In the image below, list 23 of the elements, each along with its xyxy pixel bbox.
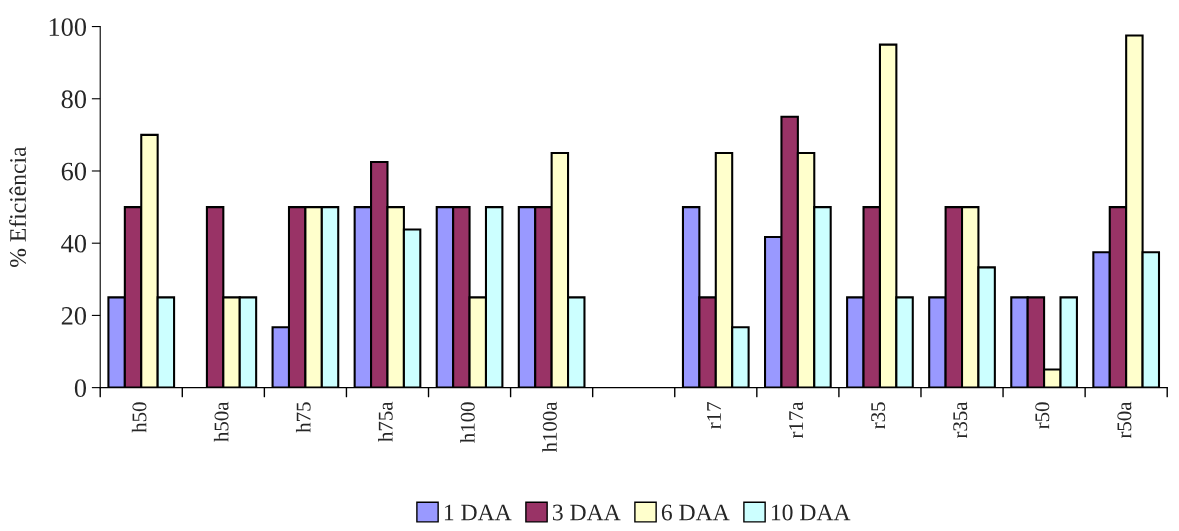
x-tick-label: h50: [131, 402, 147, 433]
legend-label: 1 DAA: [444, 504, 512, 521]
x-tick-label: h100a: [542, 401, 557, 453]
x-tick-label: r35a: [953, 401, 968, 439]
x-tick-label: h75a: [378, 401, 393, 442]
x-tick-label: r17: [707, 402, 721, 429]
y-tick-label: 80: [61, 90, 87, 109]
legend-label: 6 DAA: [661, 504, 730, 521]
y-tick-label: 100: [49, 18, 87, 36]
y-axis-title: % Eficiência: [9, 146, 27, 267]
x-tick-label: h50a: [213, 401, 229, 442]
y-tick-label: 60: [61, 162, 87, 181]
x-tick-label: r17a: [789, 401, 804, 439]
x-tick-label: r50: [1035, 402, 1050, 429]
y-tick-label: 40: [61, 234, 87, 253]
y-tick-label: 0: [74, 379, 87, 398]
x-tick-label: r50a: [1117, 401, 1132, 439]
legend-label: 10 DAA: [771, 504, 851, 521]
y-tick-label: 20: [61, 307, 87, 325]
x-tick-label: h75: [295, 402, 311, 433]
legend-label: 3 DAA: [552, 504, 621, 521]
x-tick-label: h100: [460, 402, 475, 443]
x-tick-label: r35: [871, 402, 886, 429]
